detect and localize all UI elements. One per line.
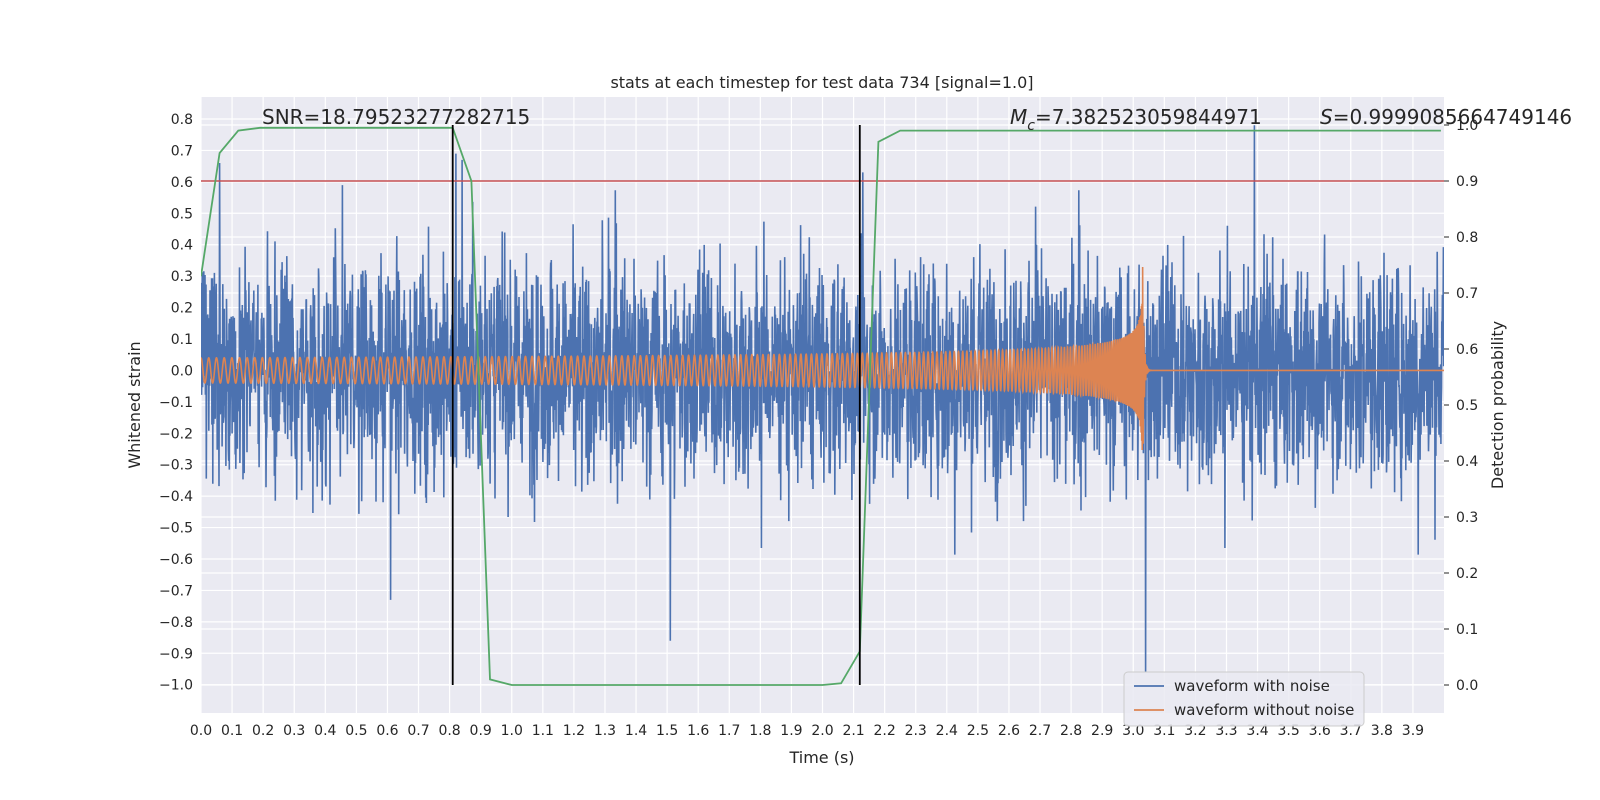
y2-axis-label: Detection probability bbox=[1488, 321, 1507, 489]
y2-tick-label: 0.2 bbox=[1456, 566, 1478, 582]
x-tick-label: 1.8 bbox=[749, 723, 771, 739]
y-tick-label: −1.0 bbox=[159, 678, 193, 694]
x-tick-label: 2.4 bbox=[936, 723, 958, 739]
y-tick-label: 0.8 bbox=[171, 112, 193, 128]
score-annotation: S=0.9999085664749146 bbox=[1320, 105, 1572, 129]
y-tick-label: 0.1 bbox=[171, 332, 193, 348]
x-tick-label: 2.8 bbox=[1060, 723, 1082, 739]
s-value: =0.9999085664749146 bbox=[1333, 105, 1572, 129]
legend-box bbox=[1123, 671, 1365, 727]
series-line-probability bbox=[201, 126, 1441, 686]
x-tick-label: 0.4 bbox=[314, 723, 336, 739]
y-tick-label: −0.7 bbox=[159, 583, 193, 599]
x-axis-label: Time (s) bbox=[788, 748, 854, 767]
x-tick-label: 0.9 bbox=[470, 723, 492, 739]
y-tick-label: 0.7 bbox=[171, 143, 193, 159]
mc-subscript: c bbox=[1027, 118, 1035, 134]
x-tick-label: 2.0 bbox=[811, 723, 833, 739]
y-tick-labels: 0.8 0.7 0.6 0.5 0.4 0.3 0.2 0.1 0.0 −0.1 −0.2 −0.3 −… bbox=[159, 112, 193, 694]
x-tick-label: 3.6 bbox=[1309, 723, 1331, 739]
y-tick-label: −0.2 bbox=[159, 426, 193, 442]
x-tick-label: 3.5 bbox=[1277, 723, 1299, 739]
y-tick-label: −0.1 bbox=[159, 395, 193, 411]
snr-annotation: SNR=18.79523277282715 bbox=[262, 105, 530, 129]
x-tick-label: 1.2 bbox=[563, 723, 585, 739]
x-tick-label: 1.1 bbox=[532, 723, 554, 739]
x-tick-label: 2.6 bbox=[998, 723, 1020, 739]
x-tick-label: 2.7 bbox=[1029, 723, 1051, 739]
x-tick-label: 2.2 bbox=[874, 723, 896, 739]
y-tick-label: −0.9 bbox=[159, 646, 193, 662]
y-tick-label: 0.5 bbox=[171, 206, 193, 222]
x-tick-label: 0.7 bbox=[407, 723, 429, 739]
x-tick-label: 3.9 bbox=[1402, 723, 1424, 739]
y2-tick-label: 1.0 bbox=[1456, 118, 1478, 134]
chirp-mass-annotation: Mc=7.382523059844971 bbox=[1010, 105, 1262, 134]
y-axis-label: Whitened strain bbox=[125, 341, 144, 468]
x-tick-label: 0.8 bbox=[438, 723, 460, 739]
x-tick-label: 3.8 bbox=[1371, 723, 1393, 739]
y-tick-label: −0.3 bbox=[159, 458, 193, 474]
series-line-noisy bbox=[201, 125, 1444, 673]
x-tick-label: 3.3 bbox=[1215, 723, 1237, 739]
plot-area bbox=[201, 125, 1444, 686]
y2-tick-labels: 1.0 0.9 0.8 0.7 0.6 0.5 0.4 0.3 0.2 0.1 0.0 bbox=[1444, 118, 1478, 694]
x-tick-label: 0.1 bbox=[221, 723, 243, 739]
y-tick-label: 0.3 bbox=[171, 269, 193, 285]
y2-tick-label: 0.3 bbox=[1456, 510, 1478, 526]
marker-lines bbox=[451, 125, 861, 685]
y2-tick-label: 0.9 bbox=[1456, 174, 1478, 190]
chart-title: stats at each timestep for test data 734… bbox=[610, 73, 1033, 92]
x-tick-label: 1.9 bbox=[780, 723, 802, 739]
y-tick-label: −0.5 bbox=[159, 521, 193, 537]
y-tick-label: −0.4 bbox=[159, 489, 193, 505]
s-symbol: S bbox=[1320, 105, 1333, 129]
mc-symbol: M bbox=[1010, 105, 1027, 129]
x-tick-label: 0.0 bbox=[190, 723, 212, 739]
x-tick-label: 0.3 bbox=[283, 723, 305, 739]
mc-value: =7.382523059844971 bbox=[1035, 105, 1262, 129]
y2-tick-label: 0.7 bbox=[1456, 286, 1478, 302]
x-tick-label: 0.6 bbox=[376, 723, 398, 739]
x-tick-label: 3.4 bbox=[1246, 723, 1268, 739]
x-tick-label: 1.6 bbox=[687, 723, 709, 739]
x-tick-label: 2.9 bbox=[1091, 723, 1113, 739]
x-tick-label: 2.5 bbox=[967, 723, 989, 739]
x-tick-label: 2.1 bbox=[842, 723, 864, 739]
y-tick-label: −0.8 bbox=[159, 615, 193, 631]
x-tick-label: 3.7 bbox=[1340, 723, 1362, 739]
x-tick-label: 3.2 bbox=[1184, 723, 1206, 739]
x-tick-labels: 0.0 0.1 0.2 0.3 0.4 0.5 0.6 0.7 0.8 0.9 1.0 1.1 1.2 1… bbox=[190, 723, 1424, 739]
y2-tick-label: 0.0 bbox=[1456, 678, 1478, 694]
x-tick-label: 3.1 bbox=[1153, 723, 1175, 739]
y2-tick-label: 0.1 bbox=[1456, 622, 1478, 638]
y-tick-label: 0.4 bbox=[171, 238, 193, 254]
y-tick-label: 0.2 bbox=[171, 301, 193, 317]
x-tick-label: 1.4 bbox=[625, 723, 647, 739]
y2-tick-label: 0.8 bbox=[1456, 230, 1478, 246]
x-tick-label: 0.5 bbox=[345, 723, 367, 739]
x-tick-label: 1.0 bbox=[501, 723, 523, 739]
x-tick-label: 1.7 bbox=[718, 723, 740, 739]
x-tick-label: 3.0 bbox=[1122, 723, 1144, 739]
series-line-clean bbox=[201, 267, 1444, 450]
x-tick-label: 1.3 bbox=[594, 723, 616, 739]
x-tick-label: 1.5 bbox=[656, 723, 678, 739]
legend: waveform with noise waveform without noi… bbox=[1123, 671, 1365, 727]
x-tick-label: 0.2 bbox=[252, 723, 274, 739]
y-tick-label: 0.6 bbox=[171, 175, 193, 191]
y2-tick-label: 0.5 bbox=[1456, 398, 1478, 414]
y2-tick-label: 0.4 bbox=[1456, 454, 1478, 470]
legend-label-noisy: waveform with noise bbox=[1174, 677, 1330, 695]
y2-tick-label: 0.6 bbox=[1456, 342, 1478, 358]
y-tick-label: −0.6 bbox=[159, 552, 193, 568]
x-tick-label: 2.3 bbox=[905, 723, 927, 739]
legend-label-clean: waveform without noise bbox=[1174, 701, 1354, 719]
y-tick-label: 0.0 bbox=[171, 363, 193, 379]
